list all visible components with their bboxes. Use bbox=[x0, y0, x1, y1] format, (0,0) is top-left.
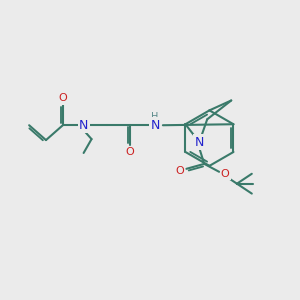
Text: O: O bbox=[126, 147, 135, 157]
Text: O: O bbox=[175, 166, 184, 176]
Text: O: O bbox=[58, 94, 67, 103]
Text: N: N bbox=[195, 136, 204, 148]
Text: N: N bbox=[79, 119, 88, 132]
Text: N: N bbox=[150, 119, 160, 132]
Text: O: O bbox=[221, 169, 230, 179]
Text: H: H bbox=[151, 112, 159, 122]
